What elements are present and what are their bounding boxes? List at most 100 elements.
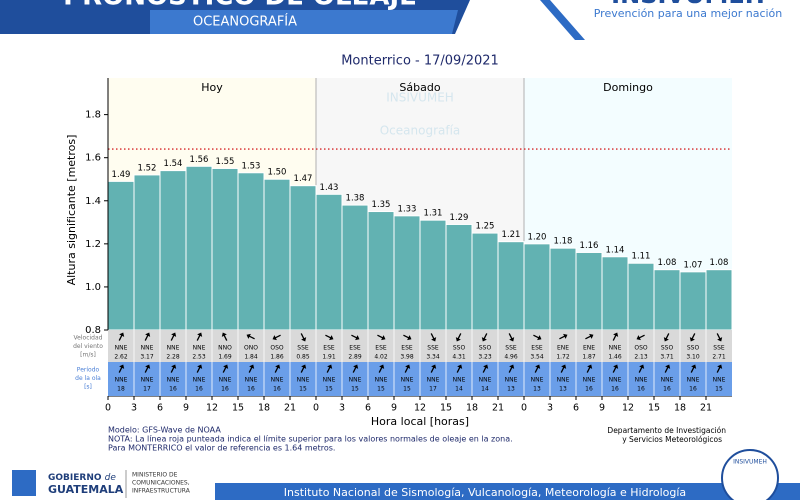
wind-direction: NNO: [218, 345, 232, 352]
arrow-head: [613, 364, 619, 369]
arrow-head: [355, 335, 360, 341]
bar: [367, 211, 395, 331]
x-tick-label: 0: [521, 403, 527, 414]
watermark: Oceanografía: [380, 124, 461, 138]
waves-value: 16: [611, 386, 619, 393]
bar-value-label: 1.38: [346, 194, 365, 204]
y-tick-label: 1.2: [85, 239, 101, 250]
direction-arrow: [300, 364, 307, 373]
wind-direction: SSE: [713, 345, 725, 352]
brand-stripe: [540, 0, 585, 40]
wind-direction: SSO: [479, 345, 492, 352]
waves-value: 15: [325, 386, 333, 393]
x-tick-label: 6: [157, 403, 163, 414]
arrow-head: [665, 364, 671, 369]
waves-direction: NNE: [401, 377, 414, 384]
wind-row-label: Velocidad: [74, 335, 103, 342]
waves-value: 15: [403, 386, 411, 393]
direction-arrow: [326, 364, 333, 373]
arrow-head: [353, 364, 359, 369]
department: Departamento de Investigación: [607, 426, 726, 435]
arrow-head: [197, 332, 203, 337]
gov-logo: [12, 470, 36, 496]
waves-direction: NNE: [219, 377, 232, 384]
waves-value: 16: [689, 386, 697, 393]
x-tick-label: 15: [232, 403, 244, 414]
x-tick-label: 0: [313, 403, 319, 414]
seal: [721, 449, 779, 500]
bar-value-label: 1.33: [398, 204, 417, 214]
bar-value-label: 1.29: [450, 213, 469, 223]
wind-value: 2.62: [114, 354, 128, 361]
day-label: Domingo: [603, 81, 653, 94]
bar: [341, 204, 369, 331]
chart-title: Monterrico - 17/09/2021: [341, 54, 499, 69]
direction-arrow: [246, 333, 255, 340]
footer-institute: Instituto Nacional de Sismología, Vulcan…: [284, 486, 686, 499]
direction-arrow: [586, 364, 593, 373]
bar: [237, 172, 265, 331]
arrow-head: [405, 364, 411, 369]
bar-value-label: 1.08: [658, 258, 677, 268]
note: Para MONTERRICO el valor de referencia e…: [108, 444, 335, 453]
waves-direction: NNE: [453, 377, 466, 384]
arrow-head: [509, 337, 515, 342]
footer-band: [215, 483, 800, 500]
x-tick-label: 3: [547, 403, 553, 414]
y-tick-label: 1.8: [85, 110, 101, 121]
x-tick-label: 12: [206, 403, 218, 414]
waves-direction: NNE: [713, 377, 726, 384]
arrow-head: [329, 335, 334, 341]
wind-direction: SSE: [297, 345, 309, 352]
arrow-head: [587, 364, 593, 369]
wind-value: 3.98: [400, 354, 414, 361]
arrow-head: [301, 337, 307, 342]
waves-row-label: Período: [77, 367, 100, 374]
direction-arrow: [144, 364, 151, 373]
direction-arrow: [430, 333, 437, 342]
direction-arrow: [118, 332, 125, 341]
bar: [315, 193, 343, 331]
arrow-head: [171, 332, 177, 337]
wind-value: 3.10: [686, 354, 700, 361]
wind-direction: OSO: [634, 345, 648, 352]
arrow-head: [145, 332, 151, 337]
wind-value: 0.85: [296, 354, 310, 361]
direction-arrow: [716, 333, 723, 342]
waves-direction: NNE: [193, 377, 206, 384]
bar-value-label: 1.08: [710, 258, 729, 268]
wind-direction: ESE: [323, 345, 335, 352]
bar: [211, 167, 239, 331]
arrow-head: [249, 364, 255, 369]
bar-value-label: 1.07: [684, 260, 703, 270]
arrow-head: [589, 333, 594, 339]
direction-arrow: [351, 334, 360, 341]
waves-direction: NNE: [115, 377, 128, 384]
wind-direction: ENE: [557, 345, 569, 352]
bar: [523, 243, 551, 331]
arrow-head: [689, 337, 695, 342]
waves-value: 16: [585, 386, 593, 393]
x-tick-label: 18: [466, 403, 478, 414]
direction-arrow: [560, 364, 567, 373]
wind-row-label: [m/s]: [80, 352, 96, 359]
bar-value-label: 1.31: [424, 209, 443, 219]
waves-value: 14: [481, 386, 489, 393]
waves-row-label: [s]: [84, 384, 92, 391]
bar-value-label: 1.47: [294, 174, 313, 184]
bar: [445, 223, 473, 331]
direction-arrow: [664, 364, 671, 373]
bar-value-label: 1.53: [242, 161, 261, 171]
wind-value: 2.89: [348, 354, 362, 361]
waves-value: 15: [299, 386, 307, 393]
wind-value: 1.69: [218, 354, 232, 361]
waves-direction: NNE: [505, 377, 518, 384]
direction-arrow: [196, 364, 203, 373]
y-tick-label: 1.4: [85, 196, 101, 207]
x-tick-label: 21: [700, 403, 712, 414]
direction-arrow: [377, 334, 386, 341]
wind-direction: NNE: [609, 345, 622, 352]
waves-direction: NNE: [297, 377, 310, 384]
waves-direction: NNE: [167, 377, 180, 384]
arrow-head: [481, 337, 487, 342]
